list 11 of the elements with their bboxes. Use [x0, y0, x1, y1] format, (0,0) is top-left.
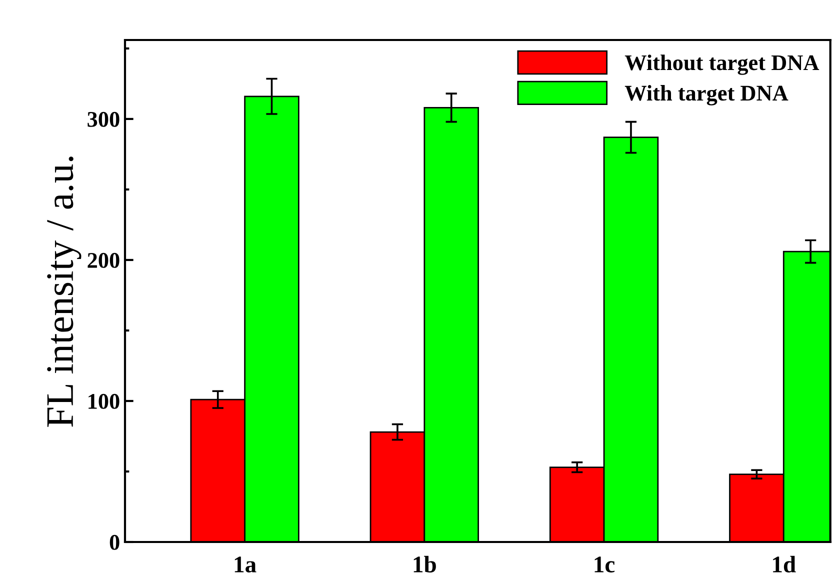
x-tick-label: 1b [414, 556, 436, 573]
x-tick-label: 1a [234, 556, 256, 573]
y-tick-label: 0 [110, 534, 120, 550]
y-tick-label: 100 [88, 394, 120, 409]
legend-label: With target DNA [624, 85, 788, 106]
legend-label: Without target DNA [624, 54, 820, 75]
y-axis-title: FL intensity / a.u. [47, 156, 82, 427]
y-tick-label: 300 [88, 112, 120, 127]
x-tick-label: 1c [594, 556, 615, 572]
x-tick-label: 1d [773, 556, 796, 573]
y-tick-label: 200 [88, 252, 120, 268]
